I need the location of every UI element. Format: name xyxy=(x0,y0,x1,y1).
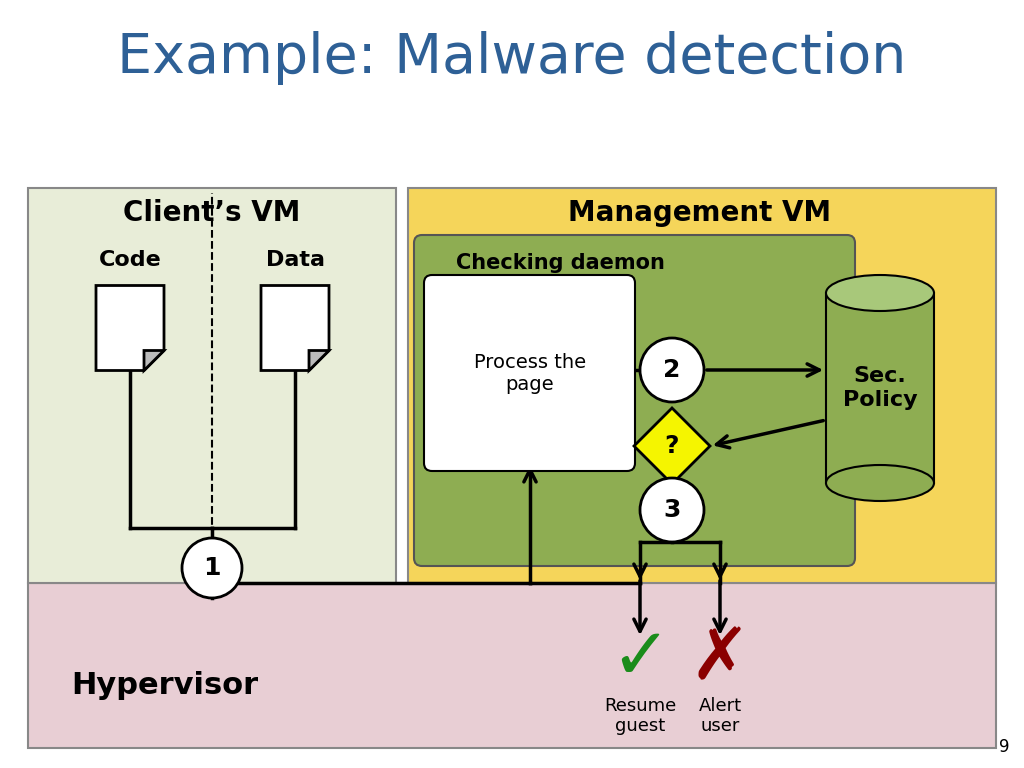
Text: Client’s VM: Client’s VM xyxy=(123,199,301,227)
Text: ✓: ✓ xyxy=(609,625,671,694)
Polygon shape xyxy=(96,286,164,370)
Circle shape xyxy=(640,478,705,542)
Text: 3: 3 xyxy=(664,498,681,522)
Text: Code: Code xyxy=(98,250,162,270)
FancyBboxPatch shape xyxy=(28,583,996,748)
Text: Alert
user: Alert user xyxy=(698,697,741,736)
FancyBboxPatch shape xyxy=(28,188,396,583)
Polygon shape xyxy=(309,350,329,370)
Ellipse shape xyxy=(826,275,934,311)
Circle shape xyxy=(640,338,705,402)
FancyBboxPatch shape xyxy=(414,235,855,566)
Text: Process the
page: Process the page xyxy=(474,353,586,393)
Text: ?: ? xyxy=(665,434,679,458)
Text: Management VM: Management VM xyxy=(568,199,831,227)
Circle shape xyxy=(182,538,242,598)
Text: Resume
guest: Resume guest xyxy=(604,697,676,736)
FancyBboxPatch shape xyxy=(424,275,635,471)
Text: 2: 2 xyxy=(664,358,681,382)
Text: Example: Malware detection: Example: Malware detection xyxy=(118,31,906,85)
Polygon shape xyxy=(634,408,710,484)
Text: 1: 1 xyxy=(203,556,221,580)
Text: 9: 9 xyxy=(999,738,1010,756)
Text: ✗: ✗ xyxy=(690,625,751,694)
Polygon shape xyxy=(261,286,329,370)
Text: Sec.
Policy: Sec. Policy xyxy=(843,366,918,409)
Text: Data: Data xyxy=(265,250,325,270)
Text: Checking daemon: Checking daemon xyxy=(456,253,665,273)
Ellipse shape xyxy=(826,465,934,501)
Text: Hypervisor: Hypervisor xyxy=(72,671,259,700)
FancyBboxPatch shape xyxy=(408,188,996,583)
Polygon shape xyxy=(144,350,164,370)
FancyBboxPatch shape xyxy=(826,293,934,483)
